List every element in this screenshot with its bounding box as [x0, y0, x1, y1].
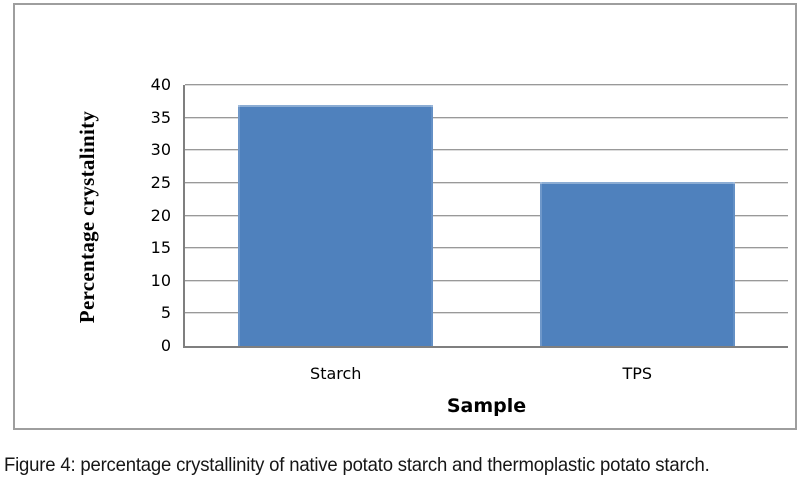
y-tick-label-25: 25 — [150, 172, 171, 192]
x-axis-title: Sample — [446, 395, 527, 417]
y-tick-label-15: 15 — [150, 238, 171, 258]
y-tick-label-5: 5 — [160, 303, 171, 323]
y-tick-label-20: 20 — [150, 205, 171, 225]
gridline-y-10 — [185, 279, 788, 282]
y-tick-label-0: 0 — [160, 336, 171, 355]
chart-frame: Percentage crystalinity 0 5 10 15 20 25 30 35 40… — [13, 3, 797, 430]
gridline-y-30 — [185, 149, 788, 152]
gridline-y-20 — [185, 214, 788, 217]
y-tick-label-40: 40 — [150, 75, 171, 94]
bar-tps — [539, 182, 735, 346]
gridline-y-35 — [185, 116, 788, 119]
y-tick-label-10: 10 — [150, 270, 171, 290]
y-axis-title: Percentage crystalinity — [75, 110, 99, 324]
x-category-label-tps: TPS — [622, 364, 653, 383]
plot-area: 0 5 10 15 20 25 30 35 40 Starch TPS — [151, 75, 788, 383]
y-tick-label-35: 35 — [150, 107, 171, 127]
gridline-y-15 — [185, 247, 788, 250]
gridline-y-40 — [185, 84, 788, 86]
gridline-y-5 — [185, 312, 788, 315]
x-category-label-starch: Starch — [310, 364, 362, 383]
bar-starch — [238, 105, 434, 346]
y-tick-label-30: 30 — [150, 140, 171, 160]
figure-caption: Figure 4: percentage crystallinity of na… — [4, 454, 710, 476]
gridline-y-25 — [185, 181, 788, 184]
